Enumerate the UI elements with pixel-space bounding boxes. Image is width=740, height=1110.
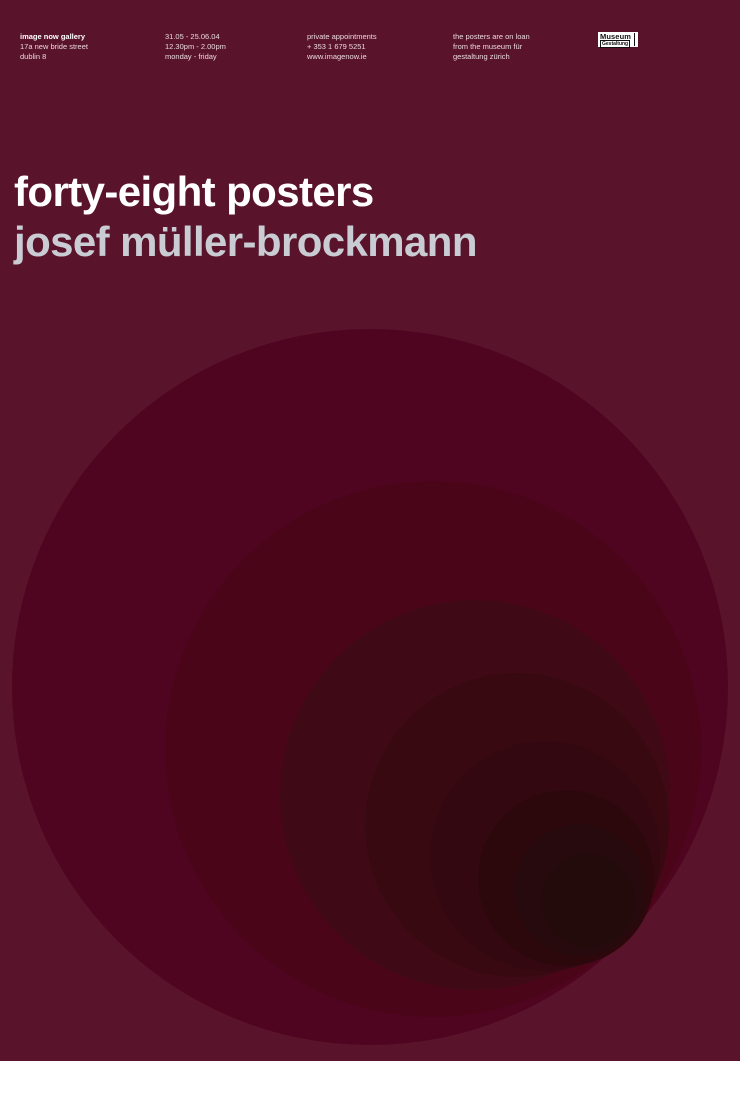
gallery-info: image now gallery 17a new bride street d… [20,32,88,61]
loan-line-2: from the museum für [453,41,523,51]
museum-logo: Museum Gestaltung [598,32,638,48]
circle-8 [541,854,635,948]
poster-subtitle: josef müller-brockmann [14,218,478,265]
loan-line-1: the posters are on loan [453,32,530,41]
dates-info: 31.05 - 25.06.04 12.30pm - 2.00pm monday… [165,32,226,61]
concentric-circles-graphic [12,329,728,1045]
contact-info: private appointments + 353 1 679 5251 ww… [307,32,377,61]
appointments-text: private appointments [307,32,377,41]
poster: image now gallery 17a new bride street d… [0,0,740,1061]
loan-info: the posters are on loan from the museum … [453,32,530,61]
logo-line-1: Museum [600,32,632,41]
date-range: 31.05 - 25.06.04 [165,32,220,41]
logo-line-2: Gestaltung [600,40,631,48]
poster-title: forty-eight posters [14,168,374,215]
website-link[interactable]: www.imagenow.ie [307,51,367,61]
phone-number: + 353 1 679 5251 [307,41,366,51]
gallery-street: 17a new bride street [20,41,88,51]
opening-hours: 12.30pm - 2.00pm [165,41,226,51]
gallery-city: dublin 8 [20,51,47,61]
opening-days: monday - friday [165,51,217,61]
logo-side-mark [634,33,637,46]
gallery-name: image now gallery [20,32,86,41]
loan-line-3: gestaltung zürich [453,51,510,61]
